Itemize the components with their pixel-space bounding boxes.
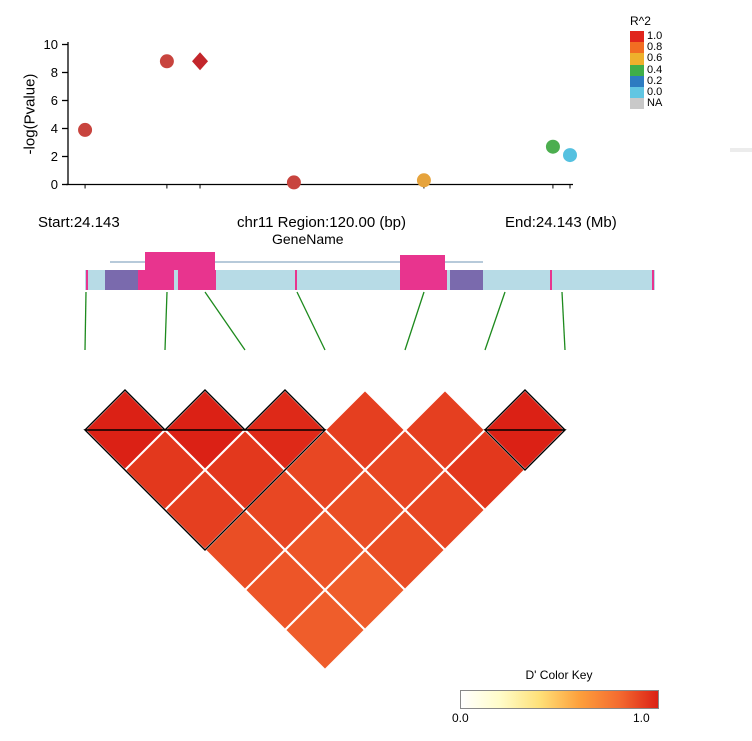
r2-legend-entries: 1.0 0.8 0.6 0.4 0.2 0.0 NA [630, 30, 663, 110]
r2-legend-swatch [630, 98, 644, 110]
r2-legend-swatch [630, 31, 644, 43]
r2-legend-entry: 1.0 [630, 30, 663, 43]
ld-cell [283, 588, 367, 672]
dprime-key-max-label: 1.0 [633, 711, 650, 725]
gene-segment [400, 270, 447, 290]
snp-marker [159, 54, 174, 69]
gene-name-label: GeneName [272, 231, 344, 247]
y-tick-label: 2 [51, 149, 58, 164]
r2-legend-swatch [630, 64, 644, 76]
r2-legend-swatch [630, 75, 644, 87]
exon-box [400, 255, 445, 270]
r2-legend-entry: NA [630, 97, 663, 110]
snp-marker [563, 148, 577, 163]
r2-legend-swatch [630, 53, 644, 65]
r2-legend: R^2 1.0 0.8 0.6 0.4 0.2 0.0 NA [630, 14, 663, 110]
snp-connector-line [404, 291, 425, 351]
dprime-key-min-label: 0.0 [452, 711, 469, 725]
snp-marker [78, 122, 93, 137]
r2-legend-label: NA [647, 97, 663, 110]
gene-segment [450, 270, 483, 290]
y-tick-label: 8 [51, 65, 58, 80]
ld-block-outline [483, 429, 567, 471]
exon-box [145, 252, 215, 270]
gene-tick [550, 270, 552, 290]
lead-snp-marker [192, 52, 209, 71]
snp-marker [416, 173, 431, 188]
region-center-label: chr11 Region:120.00 (bp) [237, 214, 406, 231]
gene-segment [138, 270, 174, 290]
y-tick-label: 6 [51, 93, 58, 108]
ld-block-zigzag [484, 389, 566, 431]
snp-connector-line [84, 291, 87, 351]
r2-legend-label: 0.8 [647, 41, 663, 54]
snp-connector-line [296, 291, 326, 351]
r2-legend-label: 0.2 [647, 74, 663, 87]
ld-block-zigzag [84, 389, 326, 431]
snp-connector-line [561, 291, 566, 351]
snp-marker [286, 175, 301, 190]
y-tick-label: 4 [51, 121, 58, 136]
r2-legend-entry: 0.8 [630, 41, 663, 54]
ld-block-outline [83, 429, 327, 551]
r2-legend-entry: 0.6 [630, 52, 663, 65]
gene-segment [178, 270, 216, 290]
r2-legend-swatch [630, 86, 644, 99]
snp-marker [545, 139, 560, 154]
gene-tick [652, 270, 654, 290]
r2-legend-label: 1.0 [647, 30, 663, 43]
snp-connector-line [484, 291, 506, 351]
gene-segment [105, 270, 138, 290]
r2-legend-swatch [630, 42, 644, 54]
region-start-label: Start:24.143 [38, 214, 120, 231]
gene-track-bar [85, 270, 655, 290]
r2-legend-entry: 0.2 [630, 74, 663, 87]
y-tick-label: 10 [44, 37, 58, 52]
r2-legend-entry: 0.4 [630, 63, 663, 76]
y-tick-label: 0 [51, 177, 58, 192]
dprime-key-title: D' Color Key [525, 668, 593, 682]
gene-tick [295, 270, 297, 290]
dprime-key-gradient [460, 690, 659, 709]
r2-legend-label: 0.4 [647, 63, 663, 76]
snp-connector-line [204, 291, 246, 351]
right-edge-artifact [730, 148, 752, 152]
snp-connector-line [164, 291, 168, 351]
r2-legend-label: 0.6 [647, 52, 663, 65]
r2-legend-title: R^2 [630, 14, 651, 28]
region-end-label: End:24.143 (Mb) [505, 214, 617, 231]
r2-legend-label: 0.0 [647, 86, 663, 99]
gene-tick [86, 270, 88, 290]
r2-legend-entry: 0.0 [630, 86, 663, 99]
y-axis-label: -log(Pvalue) [21, 73, 39, 155]
